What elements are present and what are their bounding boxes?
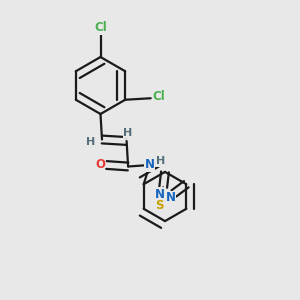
Text: N: N (145, 158, 155, 172)
Text: Cl: Cl (94, 21, 107, 34)
Text: H: H (86, 137, 95, 147)
Text: O: O (95, 158, 105, 172)
Text: H: H (157, 156, 166, 167)
Text: N: N (155, 188, 165, 201)
Text: N: N (166, 191, 176, 204)
Text: S: S (155, 199, 164, 212)
Text: Cl: Cl (153, 90, 166, 103)
Text: H: H (124, 128, 133, 138)
